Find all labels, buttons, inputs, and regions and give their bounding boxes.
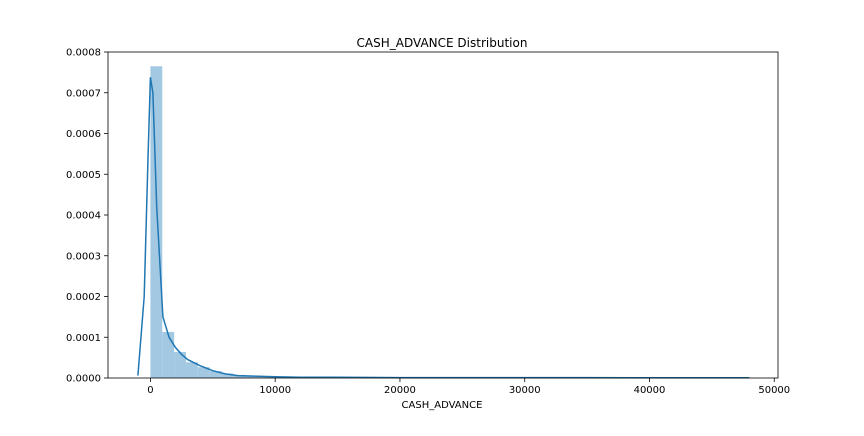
y-tick-label: 0.0001 [66,333,101,344]
y-tick-label: 0.0006 [66,129,101,140]
y-axis-ticks: 0.0000 0.0001 0.0002 0.0003 0.0004 0.0005 0.00… [66,48,108,385]
x-tick-label: 50000 [758,385,790,396]
kde-curve [138,77,749,378]
histogram-bar [162,332,174,378]
y-tick-label: 0.0000 [66,374,101,385]
x-tick-label: 30000 [509,385,541,396]
y-tick-label: 0.0005 [66,170,101,181]
y-tick-label: 0.0004 [66,211,101,222]
y-tick-label: 0.0002 [66,292,101,303]
plot-frame [108,52,778,378]
x-tick-label: 10000 [259,385,291,396]
y-tick-label: 0.0003 [66,251,101,262]
x-tick-label: 20000 [384,385,416,396]
histogram-bar [150,66,162,378]
x-axis-ticks: 0 10000 20000 30000 40000 50000 [147,378,790,396]
y-tick-label: 0.0007 [66,88,101,99]
chart-title: CASH_ADVANCE Distribution [357,36,528,50]
x-axis-label: CASH_ADVANCE [402,400,483,411]
x-tick-label: 0 [147,385,153,396]
histogram-bars [150,66,754,378]
y-tick-label: 0.0008 [66,48,101,59]
x-tick-label: 40000 [634,385,666,396]
histogram-bar [186,362,198,378]
